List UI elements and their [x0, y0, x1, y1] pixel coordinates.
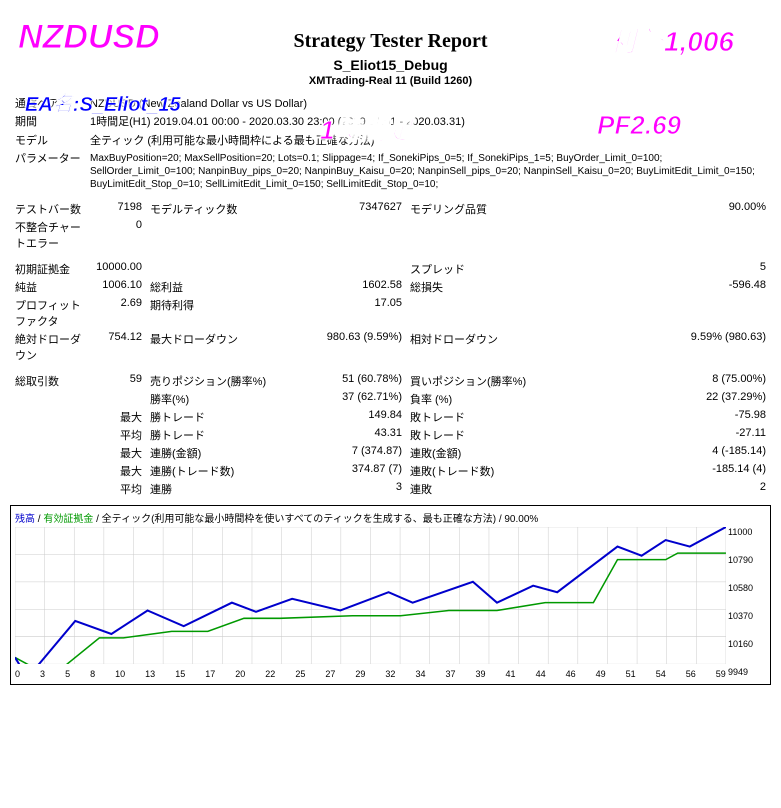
overlay-ea-name: EA名:S_Eliot_15 [25, 88, 181, 117]
stat-row: 最大連勝(トレード数)374.87 (7)連敗(トレード数)-185.14 (4… [15, 463, 766, 479]
stat-row: 総取引数59売りポジション(勝率%)51 (60.78%)買いポジション(勝率%… [15, 373, 766, 389]
stat-row: 勝率(%)37 (62.71%)負率 (%)22 (37.29%) [15, 391, 766, 407]
stat-row: プロフィットファクタ2.69期待利得17.05 [15, 297, 766, 329]
overlay-timeframe: 1時間足 [320, 110, 412, 147]
chart-title: 残高 / 有効証拠金 / 全ティック(利用可能な最小時間枠を使いすべてのティック… [15, 510, 766, 525]
overlay-pair: NZDUSD [18, 18, 160, 57]
chart-svg [15, 527, 726, 664]
chart-xaxis: 0358101315172022252729323437394144464951… [15, 669, 726, 679]
report-content: 通貨ペアNZDUSD (New Zealand Dollar vs US Dol… [0, 87, 781, 497]
stat-row: 最大連勝(金額)7 (374.87)連敗(金額)4 (-185.14) [15, 445, 766, 461]
stat-row: 平均勝トレード43.31敗トレード-27.11 [15, 427, 766, 443]
stats-table: テストバー数7198モデルティック数7347627モデリング品質90.00% 不整… [15, 201, 766, 497]
overlay-profit: 利益1,006ドル [608, 20, 766, 60]
stat-row: 初期証拠金10000.00スプレッド5 [15, 261, 766, 277]
stat-row: テストバー数7198モデルティック数7347627モデリング品質90.00% [15, 201, 766, 217]
stat-row: 最大勝トレード149.84敗トレード-75.98 [15, 409, 766, 425]
report-server: XMTrading-Real 11 (Build 1260) [0, 75, 781, 87]
chart-yaxis: 11000107901058010370101609949 [726, 527, 766, 677]
equity-chart: 残高 / 有効証拠金 / 全ティック(利用可能な最小時間枠を使いすべてのティック… [10, 505, 771, 685]
stat-row: 平均連勝3連敗2 [15, 481, 766, 497]
stat-row: 絶対ドローダウン754.12最大ドローダウン980.63 (9.59%)相対ドロ… [15, 331, 766, 363]
info-params: パラメーターMaxBuyPosition=20; MaxSellPosition… [15, 152, 766, 191]
stat-row: 不整合チャートエラー0 [15, 219, 766, 251]
stat-row: 純益1006.10総利益1602.58総損失-596.48 [15, 279, 766, 295]
overlay-pf: PF2.69 [597, 110, 681, 141]
